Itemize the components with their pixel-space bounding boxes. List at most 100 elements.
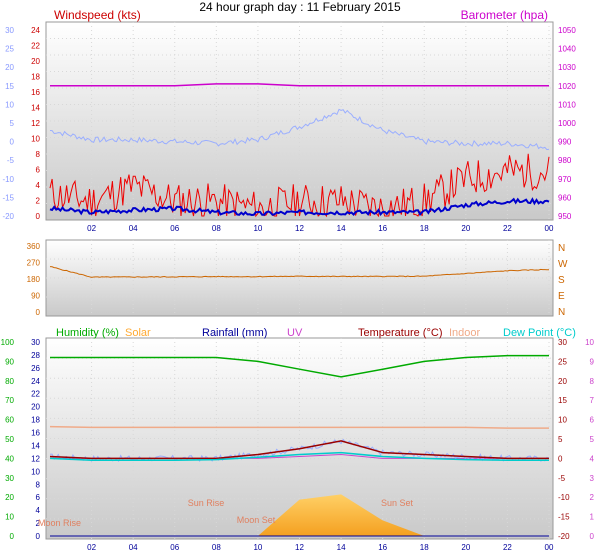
humidity-tick-label: 0	[10, 532, 15, 541]
time-tick-label: 20	[461, 543, 470, 552]
wind-panel-title: Windspeed (kts)	[54, 8, 141, 22]
humidity-tick-label: 90	[5, 357, 14, 366]
temperature-axis-wind-panel: -20 -15 -10 -5 0 5 10 15 20 25 30	[2, 26, 14, 221]
compass-label: N	[558, 243, 565, 254]
humidity-tick-label: 80	[5, 377, 14, 386]
temperature-tick-label: 25	[558, 357, 567, 366]
time-tick-label: 02	[87, 543, 96, 552]
humidity-panel-legend: Humidity (%) Solar Rainfall (mm) UV Temperat…	[56, 327, 576, 339]
legend-entry: Rainfall (mm)	[202, 327, 267, 339]
barometer-title: Barometer (hpa)	[461, 8, 548, 22]
wind-speed-tick-label: 14	[31, 104, 40, 113]
time-axis-wind-panel: 02 04 06 08 10 12 14 16 18 20 22 00	[87, 224, 554, 233]
indoor-line	[49, 425, 549, 429]
legend-entry: Dew Point (°C)	[503, 327, 576, 339]
legend-entry: Temperature (°C)	[358, 327, 442, 339]
wind-direction-line	[49, 266, 549, 278]
direction-tick-label: 90	[31, 292, 40, 301]
wind-speed-tick-label: 2	[36, 197, 41, 206]
temperature-tick-label: 25	[5, 45, 14, 54]
time-tick-label: 00	[545, 224, 554, 233]
solar-area	[50, 494, 549, 536]
temperature-tick-label: 10	[558, 416, 567, 425]
temperature-tick-label: 0	[10, 138, 15, 147]
temperature-tick-label: 5	[10, 119, 15, 128]
humidity-tick-label: 40	[5, 454, 14, 463]
annotation-label: Moon Rise	[38, 518, 81, 528]
astronomy-annotations: Moon Rise Sun Rise Sun Set Moon Set	[38, 498, 414, 528]
annotation-label: Moon Set	[237, 515, 276, 525]
direction-tick-label: 180	[27, 275, 41, 284]
rainfall-tick-label: 14	[31, 441, 40, 450]
wind-panel-marks	[49, 83, 550, 218]
time-tick-label: 18	[420, 224, 429, 233]
direction-panel-marks	[49, 266, 549, 278]
wind-speed-tick-label: 20	[31, 57, 40, 66]
temperature-tick-label: -10	[2, 175, 14, 184]
humidity-tick-label: 50	[5, 435, 14, 444]
wind-average-line	[49, 197, 550, 217]
humidity-tick-label: 30	[5, 474, 14, 483]
annotation-label: Sun Set	[381, 498, 414, 508]
legend-entry: Solar	[125, 327, 151, 339]
rainfall-tick-label: 10	[31, 467, 40, 476]
uv-tick-label: 6	[590, 416, 595, 425]
temperature-tick-label: 10	[5, 100, 14, 109]
barometer-tick-label: 950	[558, 212, 572, 221]
humidity-tick-label: 60	[5, 416, 14, 425]
compass-label: E	[558, 291, 565, 302]
wind-speed-tick-label: 4	[36, 181, 41, 190]
uv-tick-label: 9	[590, 357, 595, 366]
barometer-tick-label: 1010	[558, 100, 576, 109]
temperature-tick-label: 5	[558, 435, 563, 444]
barometer-tick-label: 960	[558, 193, 572, 202]
time-tick-label: 04	[129, 543, 138, 552]
direction-tick-label: 270	[27, 259, 41, 268]
legend-entry: Indoor	[449, 327, 481, 339]
rainfall-tick-label: 30	[31, 338, 40, 347]
dewpoint-line	[49, 451, 549, 462]
time-tick-label: 10	[253, 543, 262, 552]
time-tick-label: 14	[337, 224, 346, 233]
temperature-tick-label: 30	[5, 26, 14, 35]
uv-tick-label: 5	[590, 435, 595, 444]
temperature-tick-label: 15	[5, 82, 14, 91]
humidity-axis: 0 10 20 30 40 50 60 70 80 90 100	[1, 338, 15, 541]
temperature-tick-label: -20	[2, 212, 14, 221]
rainfall-tick-label: 22	[31, 390, 40, 399]
temperature-tick-label: 20	[5, 63, 14, 72]
uv-tick-label: 2	[590, 493, 595, 502]
temperature-tick-label: 0	[558, 454, 563, 463]
compass-label: S	[558, 275, 565, 286]
time-tick-label: 22	[503, 224, 512, 233]
barometer-tick-label: 1040	[558, 45, 576, 54]
compass-label: N	[558, 307, 565, 318]
legend-entry: Humidity (%)	[56, 327, 119, 339]
temperature-tick-label: -5	[558, 474, 566, 483]
barometer-tick-label: 980	[558, 156, 572, 165]
rainfall-tick-label: 12	[31, 454, 40, 463]
rainfall-tick-label: 18	[31, 416, 40, 425]
temperature-overlay-line	[49, 108, 550, 151]
direction-tick-label: 0	[36, 308, 41, 317]
wind-speed-tick-label: 24	[31, 26, 40, 35]
time-tick-label: 14	[337, 543, 346, 552]
temperature-tick-label: -15	[558, 513, 570, 522]
page-title: 24 hour graph day : 11 February 2015	[199, 0, 401, 14]
time-tick-label: 04	[129, 224, 138, 233]
rainfall-tick-label: 2	[36, 519, 41, 528]
time-tick-label: 06	[170, 224, 179, 233]
barometer-tick-label: 1000	[558, 119, 576, 128]
rainfall-tick-label: 6	[36, 493, 41, 502]
windspeed-line	[49, 153, 550, 218]
wind-speed-tick-label: 22	[31, 42, 40, 51]
direction-panel-grid	[46, 240, 553, 316]
time-axis-humidity-panel: 02 04 06 08 10 12 14 16 18 20 22 00	[87, 543, 554, 552]
time-tick-label: 22	[503, 543, 512, 552]
rainfall-tick-label: 4	[36, 506, 41, 515]
time-tick-label: 10	[253, 224, 262, 233]
